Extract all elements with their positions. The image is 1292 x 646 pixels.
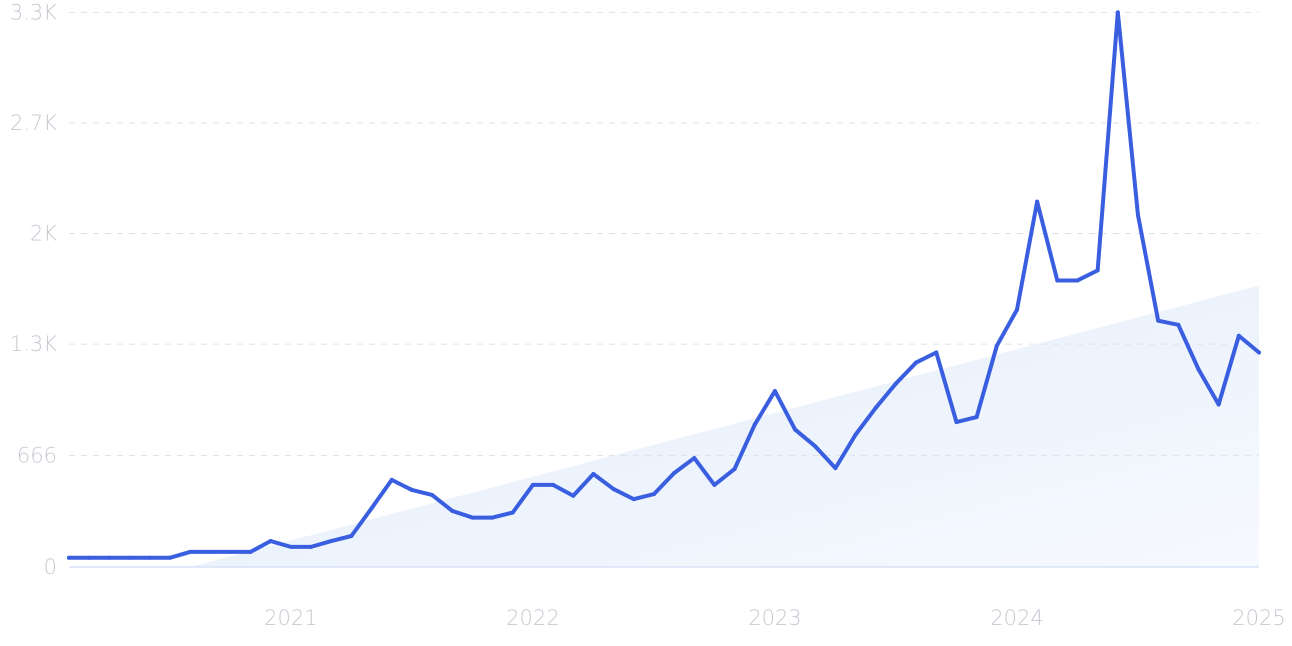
data-point: [430, 492, 435, 497]
data-point: [873, 405, 878, 410]
data-point: [692, 456, 697, 461]
data-point: [1014, 307, 1019, 312]
data-point: [772, 389, 777, 394]
data-point: [1135, 213, 1140, 218]
y-tick-label: 666: [17, 443, 57, 467]
data-point: [571, 493, 576, 498]
data-point: [208, 549, 213, 554]
series-layer: [67, 10, 1261, 560]
data-point: [228, 549, 233, 554]
y-tick-label: 2K: [30, 222, 57, 246]
data-point: [369, 506, 374, 511]
data-point: [893, 381, 898, 386]
data-point: [1216, 402, 1221, 407]
y-tick-label: 2.7K: [10, 111, 57, 135]
y-tick-label: 1.3K: [10, 332, 57, 356]
data-point: [127, 555, 132, 560]
data-point: [490, 515, 495, 520]
data-point: [389, 477, 394, 482]
x-axis-labels: 2021 2022 2023 2024 2025: [264, 606, 1286, 630]
data-point: [551, 482, 556, 487]
x-tick-label: 2023: [748, 606, 801, 630]
x-tick-label: 2022: [506, 606, 559, 630]
data-point: [914, 360, 919, 365]
data-point: [409, 487, 414, 492]
data-point: [813, 444, 818, 449]
data-point: [349, 533, 354, 538]
data-point: [510, 510, 515, 515]
data-point: [853, 432, 858, 437]
trend-area-layer: [190, 285, 1259, 567]
data-point: [67, 555, 71, 560]
data-point: [611, 487, 616, 492]
data-point: [1176, 322, 1181, 327]
data-point: [288, 544, 293, 549]
data-point: [147, 555, 152, 560]
data-point: [672, 471, 677, 476]
x-tick-label: 2021: [264, 606, 317, 630]
data-point: [954, 420, 959, 425]
data-point: [248, 549, 253, 554]
data-point: [994, 343, 999, 348]
data-point: [450, 508, 455, 513]
data-point: [752, 422, 757, 427]
data-point: [1156, 318, 1161, 323]
data-point: [732, 466, 737, 471]
y-tick-label: 0: [44, 555, 57, 579]
data-point: [107, 555, 112, 560]
data-point: [1055, 278, 1060, 283]
data-point: [1236, 333, 1241, 338]
series-line: [67, 10, 1261, 560]
data-point: [530, 482, 535, 487]
gridlines: [69, 11, 1259, 568]
data-point: [268, 539, 273, 544]
data-point: [1115, 10, 1120, 15]
data-point: [1257, 350, 1261, 355]
data-point: [631, 497, 636, 502]
data-point: [87, 555, 92, 560]
trend-area: [190, 285, 1259, 567]
data-point: [651, 492, 656, 497]
data-point: [833, 466, 838, 471]
data-point: [1035, 199, 1040, 204]
x-tick-label: 2025: [1232, 606, 1285, 630]
data-point: [329, 539, 334, 544]
data-point: [793, 427, 798, 432]
data-point: [934, 350, 939, 355]
data-point: [1196, 367, 1201, 372]
data-point: [470, 515, 475, 520]
data-point: [1095, 268, 1100, 273]
y-axis-labels: 0 666 1.3K 2K 2.7K 3.3K: [10, 0, 57, 579]
y-tick-label: 3.3K: [10, 0, 57, 24]
data-point: [712, 482, 717, 487]
data-point: [974, 415, 979, 420]
data-point: [309, 544, 314, 549]
x-tick-label: 2024: [990, 606, 1043, 630]
data-point: [188, 549, 193, 554]
data-point: [1075, 278, 1080, 283]
data-point: [591, 471, 596, 476]
data-point: [167, 555, 172, 560]
